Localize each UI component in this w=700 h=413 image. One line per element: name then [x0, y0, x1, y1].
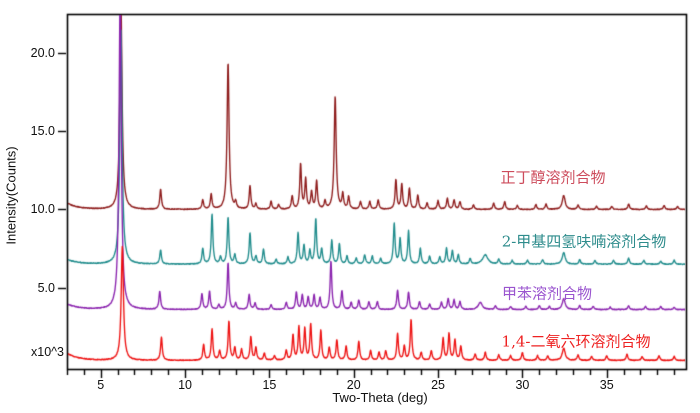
x-tick-label: 5: [97, 378, 105, 392]
x-tick-label: 20: [346, 378, 361, 392]
y-tick-label: 10.0: [30, 202, 55, 217]
series-label: 甲苯溶剂合物: [501, 284, 593, 303]
y-axis-multiplier-label: x10^3: [31, 345, 64, 359]
x-tick-label: 10: [178, 378, 193, 392]
y-tick-label: 20.0: [30, 46, 55, 61]
y-tick-label: 15.0: [30, 124, 55, 139]
y-tick-label: 5.0: [37, 280, 55, 295]
series-label: 2-甲基四氢呋喃溶剂合物: [501, 232, 667, 251]
x-axis-title: Two-Theta (deg): [332, 390, 428, 405]
x-tick-label: 35: [599, 378, 614, 392]
y-axis-title: Intensity(Counts): [3, 146, 19, 245]
x-tick-label: 15: [262, 378, 277, 392]
x-tick-label: 25: [431, 378, 446, 392]
series-label: 正丁醇溶剂合物: [500, 168, 606, 187]
x-tick-label: 30: [515, 378, 530, 392]
series-label: 1,4-二氧六环溶剂合物: [501, 332, 651, 351]
